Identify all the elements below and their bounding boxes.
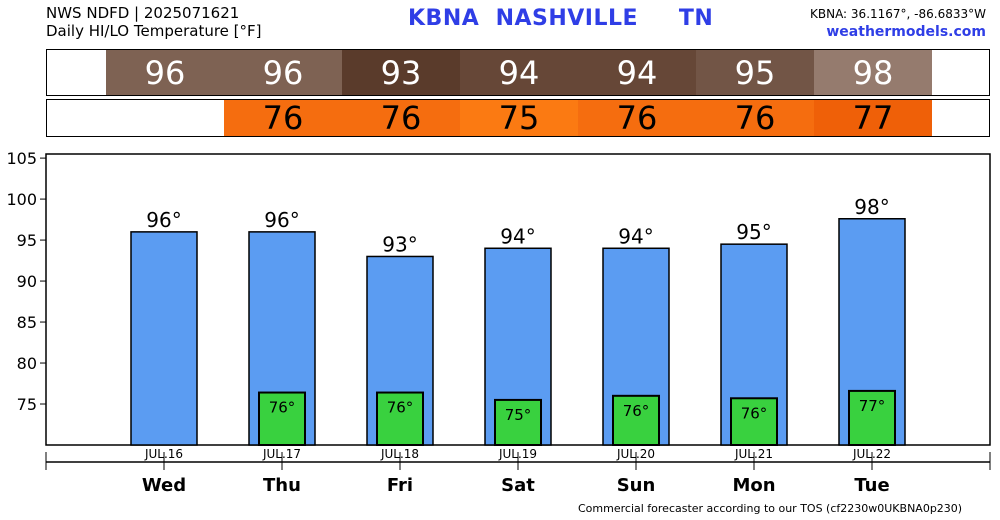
weekday-label: Tue (854, 475, 889, 496)
y-tick-label: 105 (6, 149, 37, 168)
high-temp-cell: 96 (106, 50, 224, 95)
station-title: KBNA NASHVILLE TN (408, 6, 714, 31)
low-bar-label: 76° (387, 399, 414, 417)
low-temp-cell: 76 (224, 99, 342, 137)
high-bar-label: 94° (618, 224, 653, 248)
weekday-label: Fri (387, 475, 413, 496)
weekday-label: Sat (501, 475, 535, 496)
low-temp-cell: 76 (578, 99, 696, 137)
date-label: JUL.22 (852, 447, 891, 461)
date-label: JUL.16 (144, 447, 183, 461)
model-run-label: NWS NDFD | 2025071621 (46, 4, 240, 22)
low-bar-label: 75° (505, 406, 532, 424)
y-tick-label: 75 (17, 395, 37, 414)
date-label: JUL.18 (380, 447, 419, 461)
header-right: KBNA: 36.1167°, -86.6833°W weathermodels… (810, 5, 986, 41)
y-tick-label: 90 (17, 272, 37, 291)
station-coords: KBNA: 36.1167°, -86.6833°W (809, 7, 986, 21)
date-label: JUL.17 (262, 447, 301, 461)
high-temp-cell: 98 (814, 50, 932, 95)
low-temp-cell: 76 (342, 99, 460, 137)
y-tick-label: 95 (17, 231, 37, 250)
footer-note: Commercial forecaster according to our T… (578, 502, 963, 515)
low-bar (612, 394, 660, 446)
y-tick-label: 80 (17, 354, 37, 373)
low-bar (730, 397, 778, 447)
low-bar-label: 77° (859, 397, 886, 415)
date-label: JUL.19 (498, 447, 537, 461)
high-temp-cell: 93 (342, 50, 460, 95)
y-tick-label: 85 (17, 313, 37, 332)
high-temp-cell: 95 (696, 50, 814, 95)
high-bar-label: 94° (500, 224, 535, 248)
high-bar-label: 96° (264, 208, 299, 232)
y-tick-label: 100 (6, 190, 37, 209)
header-left: NWS NDFD | 2025071621 Daily HI/LO Temper… (46, 4, 262, 40)
weekday-label: Thu (263, 475, 301, 496)
high-bar-label: 98° (854, 195, 889, 219)
date-label: JUL.21 (734, 447, 773, 461)
high-bar-label: 96° (146, 208, 181, 232)
high-bar-label: 95° (736, 220, 771, 244)
product-label: Daily HI/LO Temperature [°F] (46, 22, 262, 40)
weekday-label: Sun (617, 475, 656, 496)
date-label: JUL.20 (616, 447, 655, 461)
high-temp-strip: 96 96 93 94 94 95 98 (46, 49, 990, 96)
low-bar-label: 76° (269, 399, 296, 417)
low-bar (258, 391, 306, 446)
low-temp-cell: 76 (696, 99, 814, 137)
low-bar (848, 389, 896, 446)
weekday-label: Mon (732, 475, 775, 496)
high-temp-cell: 94 (460, 50, 578, 95)
high-temp-cell: 94 (578, 50, 696, 95)
weekday-label: Wed (142, 475, 186, 496)
high-temp-cell: 96 (224, 50, 342, 95)
low-bar (494, 398, 542, 447)
low-temp-cell: 77 (814, 99, 932, 137)
high-bar-label: 93° (382, 232, 417, 256)
low-bar (376, 391, 424, 446)
low-bar-label: 76° (741, 404, 768, 422)
high-bar (130, 231, 198, 446)
low-bar-label: 76° (623, 402, 650, 420)
site-link[interactable]: weathermodels.com (826, 24, 986, 40)
low-temp-strip: 76 76 75 76 76 77 (46, 99, 990, 137)
low-temp-cell: 75 (460, 99, 578, 137)
